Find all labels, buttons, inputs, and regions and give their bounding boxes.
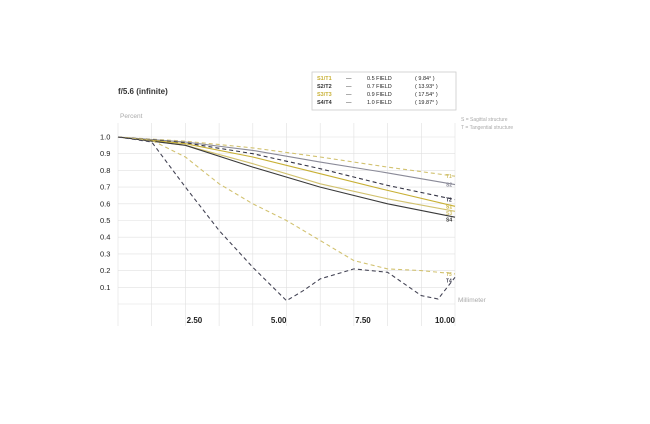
end-label-s3: S3: [446, 211, 452, 217]
y-tick-label: 1.0: [100, 133, 110, 142]
legend-dash: —: [346, 100, 352, 106]
chart-title: f/5.6 (infinite): [118, 87, 168, 96]
series-line-s4: [117, 136, 456, 218]
legend-dash: —: [346, 84, 352, 90]
end-label-t3: T3: [446, 272, 452, 278]
legend-key: S4/T4: [317, 100, 333, 106]
series-line-s2: [117, 136, 456, 186]
legend-field: 0.5 FIELD: [367, 76, 392, 82]
end-label-t1: T1: [446, 174, 452, 180]
y-tick-labels: 1.0 0.9 0.8 0.7 0.6 0.5 0.4 0.3 0.2 0.1: [100, 133, 110, 292]
legend-angle: ( 17.54° ): [415, 92, 438, 98]
legend-field: 1.0 FIELD: [367, 100, 392, 106]
y-tick-label: 0.1: [100, 283, 110, 292]
legend-dash: —: [346, 92, 352, 98]
x-axis-title: Millimeter: [458, 297, 487, 304]
y-tick-label: 0.7: [100, 183, 110, 192]
y-tick-label: 0.8: [100, 166, 110, 175]
y-tick-label: 0.5: [100, 216, 110, 225]
legend-angle: ( 19.87° ): [415, 100, 438, 106]
y-tick-label: 0.9: [100, 149, 110, 158]
x-tick-labels: 2.50 5.00 7.50 10.00: [187, 316, 456, 325]
y-tick-label: 0.6: [100, 199, 110, 208]
series-line-t3: [117, 136, 456, 275]
y-tick-label: 0.4: [100, 233, 110, 242]
end-label-s2: S2: [446, 183, 452, 189]
end-label-s1: S1: [446, 204, 452, 210]
end-label-t4: T4: [446, 278, 452, 284]
legend-field: 0.9 FIELD: [367, 92, 392, 98]
legend-key: S3/T3: [317, 92, 332, 98]
legend-key: S2/T2: [317, 84, 332, 90]
x-tick-label: 10.00: [435, 316, 456, 325]
legend-dash: —: [346, 76, 352, 82]
y-tick-label: 0.2: [100, 266, 110, 275]
legend-angle: ( 9.84° ): [415, 76, 435, 82]
legend-key: S1/T1: [317, 76, 332, 82]
end-label-t2: T2: [446, 198, 452, 204]
y-tick-label: 0.3: [100, 249, 110, 258]
y-axis-title: Percent: [120, 113, 143, 120]
tangential-note: T = Tangential structure: [461, 125, 513, 131]
x-tick-label: 7.50: [355, 316, 371, 325]
x-tick-label: 5.00: [271, 316, 287, 325]
series-line-t4: [117, 136, 456, 302]
x-tick-label: 2.50: [187, 316, 203, 325]
sagittal-note: S = Sagittal structure: [461, 117, 508, 123]
series-line-t1: [117, 136, 456, 177]
legend-angle: ( 13.93° ): [415, 84, 438, 90]
legend-field: 0.7 FIELD: [367, 84, 392, 90]
series-lines: [117, 136, 456, 302]
series-line-s1: [117, 136, 456, 207]
grid: [117, 123, 456, 326]
legend-box: S1/T1 — 0.5 FIELD ( 9.84° ) S2/T2 — 0.7 FIELD (…: [311, 71, 457, 111]
series-line-t2: [117, 136, 456, 201]
end-label-s4: S4: [446, 217, 452, 223]
